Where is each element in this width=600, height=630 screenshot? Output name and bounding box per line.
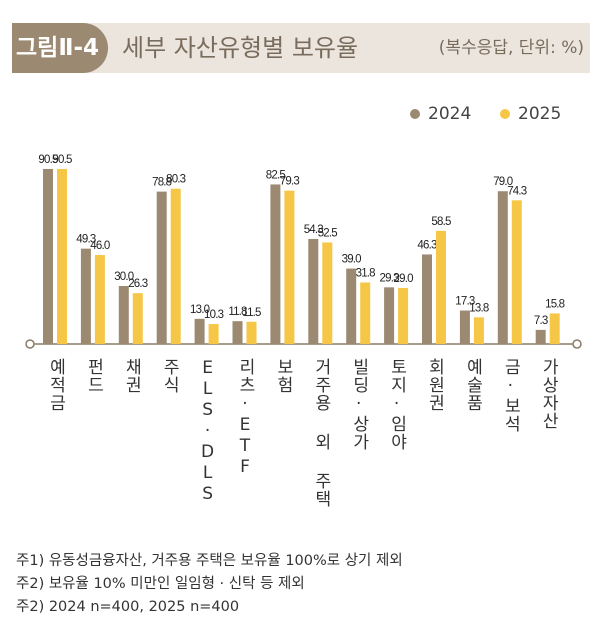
data-label-2025: 46.0 xyxy=(90,240,110,252)
bar-2025 xyxy=(94,255,105,344)
bar-2025 xyxy=(398,287,409,344)
category-label: 예술품 xyxy=(462,358,483,412)
data-label-2024: 78.8 xyxy=(152,177,172,189)
data-label-2024: 11.8 xyxy=(228,306,247,318)
data-label-2024: 90.5 xyxy=(38,154,58,166)
footnotes: 주1) 유동성금융자산, 거주용 주택은 보유율 100%로 상기 제외 주2)… xyxy=(16,550,403,619)
axis-end-right xyxy=(572,339,582,349)
legend-label-2024: 2024 xyxy=(428,104,472,124)
legend-label-2025: 2025 xyxy=(518,104,562,124)
legend-item-2024: 2024 xyxy=(410,104,471,124)
chart-title: 세부 자산유형별 보유율 xyxy=(122,34,359,62)
bar-2025 xyxy=(360,282,371,344)
legend-swatch-2025 xyxy=(500,109,510,119)
data-label-2024: 82.5 xyxy=(266,169,286,181)
bar-2025 xyxy=(132,293,143,344)
data-label-2024: 29.3 xyxy=(380,272,400,284)
bar-2025 xyxy=(246,321,257,344)
bar-2024 xyxy=(156,191,167,344)
header-band xyxy=(12,23,590,73)
bar-2025 xyxy=(473,317,484,344)
footnote-1: 주1) 유동성금융자산, 거주용 주택은 보유율 100%로 상기 제외 xyxy=(16,553,403,569)
data-label-2025: 31.8 xyxy=(356,267,376,279)
category-label: ELS·DLS xyxy=(197,358,218,505)
data-label-2025: 79.3 xyxy=(280,176,300,188)
data-label-2025: 10.3 xyxy=(204,309,224,321)
category-label: 회원권 xyxy=(424,358,445,412)
data-label-2025: 52.5 xyxy=(318,227,338,239)
data-label-2025: 26.3 xyxy=(128,278,148,290)
bar-2024 xyxy=(118,285,129,344)
data-label-2024: 54.3 xyxy=(304,224,324,236)
category-label: 보험 xyxy=(272,358,293,394)
data-label-2025: 13.8 xyxy=(469,302,489,314)
data-label-2024: 49.3 xyxy=(76,234,96,246)
bar-2025 xyxy=(436,230,446,344)
data-label-2025: 11.5 xyxy=(242,307,261,319)
footnote-3: 주2) 2024 n=400, 2025 n=400 xyxy=(16,599,240,615)
data-label-2024: 13.0 xyxy=(190,304,210,316)
data-label-2025: 74.3 xyxy=(507,185,527,197)
data-label-2024: 17.3 xyxy=(455,296,475,308)
bar-2024 xyxy=(270,184,281,344)
data-label-2025: 90.5 xyxy=(52,154,72,166)
category-label: 거주용 외 주택 xyxy=(310,358,331,508)
category-label: 주식 xyxy=(159,358,180,394)
bar-2024 xyxy=(43,168,53,344)
bar-2024 xyxy=(497,191,508,344)
category-label: 빌딩·상가 xyxy=(348,358,369,451)
bar-2024 xyxy=(232,321,243,344)
bar-2024 xyxy=(194,318,205,344)
category-label: 채권 xyxy=(121,358,142,394)
bar-2024 xyxy=(422,254,432,344)
bar-2025 xyxy=(208,324,219,344)
category-label: 예적금 xyxy=(45,358,66,412)
data-label-2024: 39.0 xyxy=(342,254,362,266)
data-label-2025: 15.8 xyxy=(545,298,565,310)
axis-end-left xyxy=(25,339,35,349)
bar-2025 xyxy=(57,168,67,344)
bar-2024 xyxy=(346,268,357,344)
bar-2025 xyxy=(549,313,560,344)
category-label: 펀드 xyxy=(83,358,104,394)
data-label-2024: 79.0 xyxy=(493,176,513,188)
bar-2025 xyxy=(511,200,522,344)
bar-2025 xyxy=(284,190,295,344)
data-label-2024: 7.3 xyxy=(534,315,548,327)
bar-2025 xyxy=(170,188,181,344)
bar-2024 xyxy=(308,238,319,344)
data-label-2024: 46.3 xyxy=(417,239,437,251)
bar-2024 xyxy=(459,310,470,344)
legend-swatch-2024 xyxy=(410,109,420,119)
footnote-2: 주2) 보유율 10% 미만인 일임형 · 신탁 등 제외 xyxy=(16,576,305,592)
unit-note: (복수응답, 단위: %) xyxy=(438,38,584,58)
data-label-2024: 30.0 xyxy=(114,271,134,283)
data-label-2025: 58.5 xyxy=(431,216,451,228)
legend-item-2025: 2025 xyxy=(500,104,561,124)
bar-2025 xyxy=(322,242,333,344)
category-label: 가상자산 xyxy=(538,358,559,430)
data-label-2025: 29.0 xyxy=(394,273,414,285)
category-label: 리츠·ETF xyxy=(235,358,255,478)
category-label: 토지·임야 xyxy=(386,358,407,451)
figure-label: 그림Ⅱ-4 xyxy=(12,23,108,73)
bar-2024 xyxy=(384,287,395,344)
bar-2024 xyxy=(80,248,91,344)
data-label-2025: 80.3 xyxy=(166,174,186,186)
category-label: 금·보석 xyxy=(500,358,521,433)
bar-2024 xyxy=(535,329,546,344)
